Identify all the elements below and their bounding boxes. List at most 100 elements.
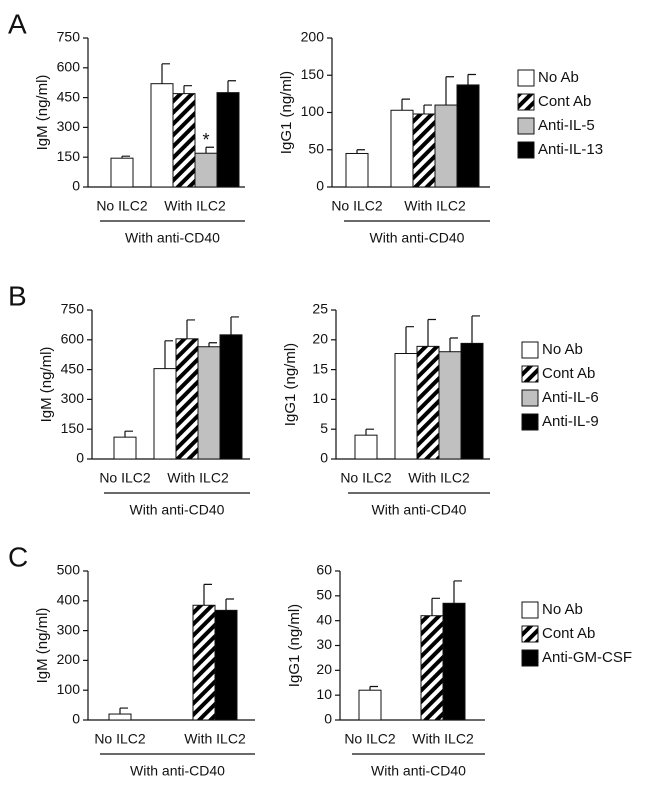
bar bbox=[358, 689, 382, 721]
y-tick-label: 15 bbox=[312, 360, 328, 376]
y-tick-label: 0 bbox=[72, 178, 80, 194]
y-axis-label: IgM (ng/ml) bbox=[38, 347, 55, 423]
y-tick-label: 200 bbox=[57, 651, 81, 667]
bar bbox=[110, 157, 134, 188]
y-tick-label: 100 bbox=[57, 681, 81, 697]
error-bar bbox=[186, 319, 195, 339]
legend-label: No Ab bbox=[542, 601, 583, 618]
y-tick-label: 150 bbox=[57, 148, 81, 164]
y-tick-label: 25 bbox=[312, 301, 328, 317]
y-axis-label: IgG1 (ng/ml) bbox=[282, 343, 299, 426]
y-tick-label: 100 bbox=[301, 103, 325, 119]
x-tick-label: No ILC2 bbox=[331, 198, 383, 214]
x-tick-label: No ILC2 bbox=[344, 731, 396, 747]
legend-swatch bbox=[521, 413, 539, 431]
bar bbox=[194, 152, 218, 188]
error-bar bbox=[405, 326, 414, 354]
y-tick-label: 450 bbox=[57, 88, 81, 104]
x-axis-label: With anti-CD40 bbox=[371, 763, 466, 779]
x-axis-label: With anti-CD40 bbox=[370, 230, 465, 246]
x-tick-label: With ILC2 bbox=[412, 731, 474, 747]
y-tick-label: 50 bbox=[308, 140, 324, 156]
bar bbox=[456, 84, 480, 188]
legend-label: Anti-IL-5 bbox=[538, 117, 595, 134]
x-axis-label: With anti-CD40 bbox=[130, 763, 225, 779]
error-bar bbox=[230, 316, 239, 335]
legend-label: Anti-IL-9 bbox=[542, 413, 599, 430]
error-bar bbox=[356, 149, 365, 154]
bar bbox=[434, 104, 458, 188]
bar bbox=[216, 92, 240, 188]
y-tick-label: 0 bbox=[316, 178, 324, 194]
bar bbox=[113, 436, 137, 460]
y-axis-label: IgM (ng/ml) bbox=[34, 75, 51, 151]
legend-swatch bbox=[521, 341, 539, 359]
y-tick-label: 150 bbox=[301, 66, 325, 82]
bar bbox=[442, 602, 466, 721]
error-bar bbox=[119, 707, 128, 715]
y-tick-label: 0 bbox=[76, 450, 84, 466]
bar bbox=[175, 338, 199, 460]
y-tick-label: 300 bbox=[61, 390, 85, 406]
error-bar bbox=[401, 98, 410, 111]
legend-swatch bbox=[517, 117, 535, 135]
x-tick-label: No ILC2 bbox=[94, 731, 146, 747]
legend-swatch bbox=[521, 625, 539, 643]
error-bar bbox=[445, 76, 454, 106]
y-tick-label: 150 bbox=[61, 420, 85, 436]
error-bar bbox=[467, 73, 476, 85]
y-axis-label: IgG1 (ng/ml) bbox=[286, 604, 303, 687]
x-axis-label: With anti-CD40 bbox=[130, 502, 225, 518]
y-tick-label: 60 bbox=[316, 562, 332, 578]
error-bar bbox=[208, 342, 217, 347]
bar bbox=[172, 93, 196, 188]
y-tick-label: 500 bbox=[57, 562, 81, 578]
y-tick-label: 400 bbox=[57, 592, 81, 608]
bar bbox=[219, 334, 243, 460]
bar bbox=[108, 713, 132, 721]
error-bar bbox=[205, 146, 214, 154]
x-tick-label: With ILC2 bbox=[164, 198, 226, 214]
bar bbox=[214, 609, 238, 721]
legend-swatch bbox=[517, 93, 535, 111]
y-tick-label: 10 bbox=[316, 686, 332, 702]
legend-swatch bbox=[521, 365, 539, 383]
bar bbox=[420, 615, 444, 721]
legend-swatch bbox=[521, 601, 539, 619]
y-tick-label: 40 bbox=[316, 611, 332, 627]
y-tick-label: 0 bbox=[320, 450, 328, 466]
legend-label: Cont Ab bbox=[538, 93, 591, 110]
y-tick-label: 5 bbox=[320, 420, 328, 436]
panel-label: C bbox=[8, 541, 28, 572]
y-tick-label: 20 bbox=[316, 661, 332, 677]
y-tick-label: 0 bbox=[324, 711, 332, 727]
y-tick-label: 750 bbox=[57, 29, 81, 45]
error-bar bbox=[183, 85, 192, 94]
error-bar bbox=[203, 583, 212, 606]
bar bbox=[394, 353, 418, 460]
x-tick-label: With ILC2 bbox=[408, 470, 470, 486]
bar bbox=[354, 434, 378, 460]
x-axis-label: With anti-CD40 bbox=[372, 502, 467, 518]
x-tick-label: No ILC2 bbox=[99, 470, 151, 486]
error-bar bbox=[164, 340, 173, 369]
error-bar bbox=[124, 430, 133, 438]
bar bbox=[416, 345, 440, 460]
y-tick-label: 600 bbox=[61, 331, 85, 347]
legend-swatch bbox=[517, 69, 535, 87]
panel-label: A bbox=[8, 8, 27, 39]
legend-label: Anti-IL-6 bbox=[542, 389, 599, 406]
y-axis-label: IgM (ng/ml) bbox=[34, 608, 51, 684]
legend-label: Anti-IL-13 bbox=[538, 141, 603, 158]
y-tick-label: 450 bbox=[61, 360, 85, 376]
bar bbox=[150, 83, 174, 188]
y-axis-label: IgG1 (ng/ml) bbox=[278, 71, 295, 154]
annotation: * bbox=[202, 130, 209, 150]
y-tick-label: 0 bbox=[72, 711, 80, 727]
y-tick-label: 300 bbox=[57, 621, 81, 637]
error-bar bbox=[431, 597, 440, 616]
y-tick-label: 10 bbox=[312, 390, 328, 406]
legend-label: No Ab bbox=[542, 341, 583, 358]
bar bbox=[438, 351, 462, 460]
legend-label: Anti-GM-CSF bbox=[542, 649, 632, 666]
